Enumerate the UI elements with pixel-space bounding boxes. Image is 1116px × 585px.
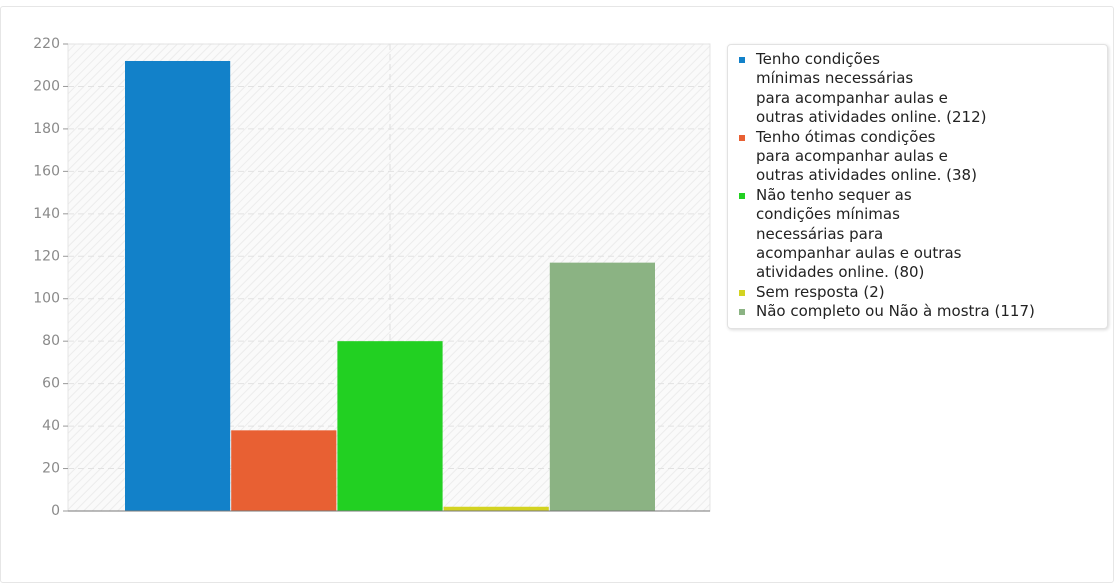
y-tick-label: 220 [33, 36, 60, 52]
bar [549, 262, 655, 511]
legend-entry: Não completo ou Não à mostra (117) [728, 302, 1107, 321]
y-tick-label: 140 [33, 206, 60, 222]
y-tick-label: 120 [33, 248, 60, 264]
bar [231, 430, 337, 511]
legend-swatch [739, 57, 745, 63]
legend-entry: Sem resposta (2) [728, 283, 1107, 302]
y-tick-label: 100 [33, 291, 60, 307]
y-tick-label: 40 [42, 418, 60, 434]
legend-entry: Tenho condições mínimas necessárias para… [728, 50, 1107, 128]
legend-entry: Não tenho sequer as condições mínimas ne… [728, 186, 1107, 283]
legend-swatch [739, 309, 745, 316]
legend-label: Tenho condições mínimas necessárias para… [756, 50, 987, 127]
y-tick-label: 20 [42, 461, 60, 477]
bar [125, 60, 231, 512]
legend-swatch [739, 134, 745, 141]
y-tick-label: 160 [33, 163, 60, 179]
legend-swatch [739, 289, 745, 296]
legend: Tenho condições mínimas necessárias para… [727, 44, 1108, 329]
bar [443, 506, 549, 511]
y-tick-label: 60 [42, 376, 60, 392]
y-tick-label: 200 [33, 78, 60, 94]
panel [0, 6, 1114, 583]
legend-label: Não completo ou Não à mostra (117) [756, 302, 1035, 321]
y-tick-label: 180 [33, 121, 60, 137]
legend-entry: Tenho ótimas condições para acompanhar a… [728, 128, 1107, 186]
y-tick-label: 0 [51, 503, 60, 519]
legend-swatch [739, 192, 745, 199]
bar [337, 341, 443, 511]
legend-label: Não tenho sequer as condições mínimas ne… [756, 185, 962, 282]
legend-label: Tenho ótimas condições para acompanhar a… [756, 127, 977, 185]
y-tick-label: 80 [42, 333, 60, 349]
legend-label: Sem resposta (2) [756, 282, 885, 301]
